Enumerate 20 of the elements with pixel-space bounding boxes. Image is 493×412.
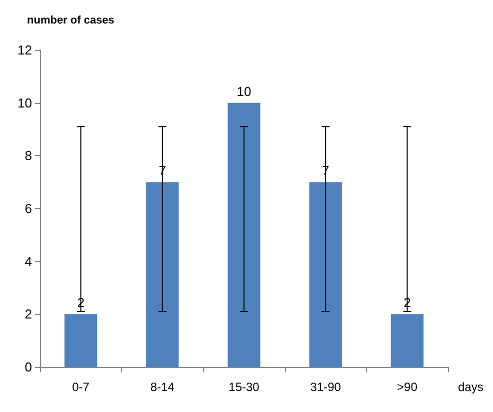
bar — [228, 102, 260, 367]
x-tick-label: 0-7 — [72, 380, 90, 394]
bar — [146, 182, 179, 367]
x-tick-label: 8-14 — [150, 380, 175, 394]
x-tick-label: >90 — [397, 380, 418, 394]
y-tick-label: 12 — [18, 42, 32, 58]
bar — [64, 314, 98, 367]
bar — [309, 182, 342, 367]
y-axis-title: number of cases — [27, 14, 114, 26]
x-axis-title: days — [458, 380, 484, 394]
y-tick-label: 6 — [24, 201, 32, 216]
y-tick-label: 10 — [18, 95, 32, 110]
x-tick-label: 31-90 — [310, 380, 342, 394]
y-tick-label: 4 — [24, 254, 32, 269]
bar — [390, 314, 424, 367]
y-tick-label: 8 — [24, 148, 32, 164]
data-label: 10 — [236, 84, 252, 99]
y-tick-label: 2 — [24, 306, 32, 322]
x-tick-label: 15-30 — [228, 380, 260, 394]
y-tick-label: 0 — [24, 360, 32, 374]
